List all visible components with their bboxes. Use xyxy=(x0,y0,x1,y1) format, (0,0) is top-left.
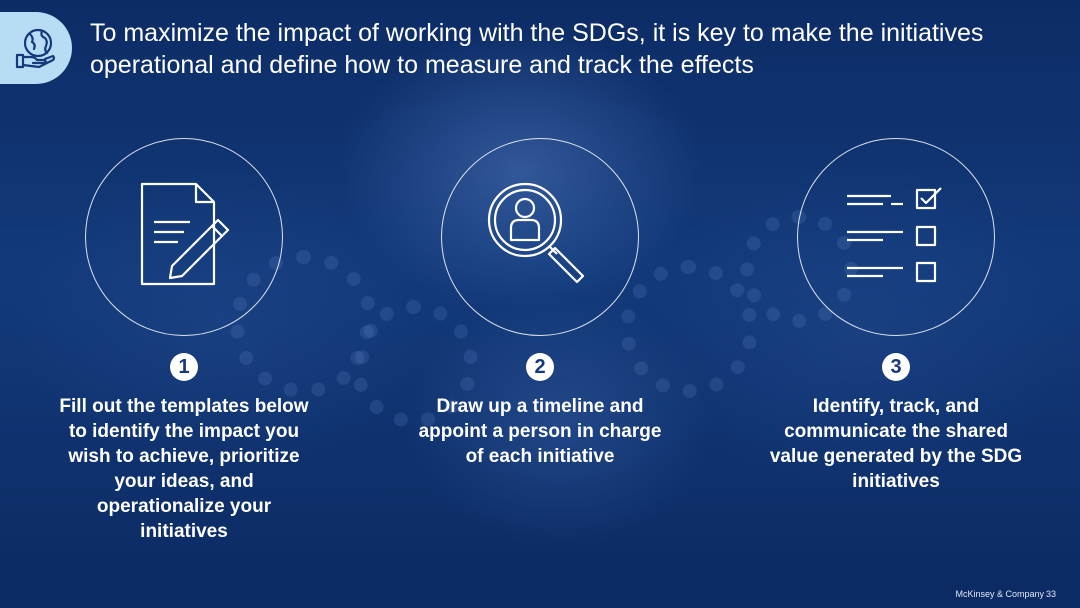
page-title: To maximize the impact of working with t… xyxy=(90,19,984,79)
step-2-circle xyxy=(441,138,639,336)
step-2-number-badge: 2 xyxy=(526,353,554,381)
page-number: 33 xyxy=(1045,589,1056,599)
footer-company: McKinsey & Company xyxy=(955,589,1044,599)
globe-hand-icon xyxy=(0,12,72,84)
step-3-description: Identify, track, and communicate the sha… xyxy=(769,396,1023,492)
step-2: 2 Draw up a timeline and appoint a perso… xyxy=(410,138,670,469)
step-3-number-badge: 3 xyxy=(882,353,910,381)
step-1-number-badge: 1 xyxy=(170,353,198,381)
step-3: 3 Identify, track, and communicate the s… xyxy=(766,138,1026,494)
step-2-description: Draw up a timeline and appoint a person … xyxy=(418,396,662,467)
step-3-circle xyxy=(797,138,995,336)
step-1-description: Fill out the templates below to identify… xyxy=(59,396,309,542)
magnifier-person-icon xyxy=(485,180,595,295)
document-pencil-icon xyxy=(134,180,234,295)
step-1: 1 Fill out the templates below to identi… xyxy=(54,138,314,544)
checklist-icon xyxy=(841,180,951,295)
step-1-circle xyxy=(85,138,283,336)
